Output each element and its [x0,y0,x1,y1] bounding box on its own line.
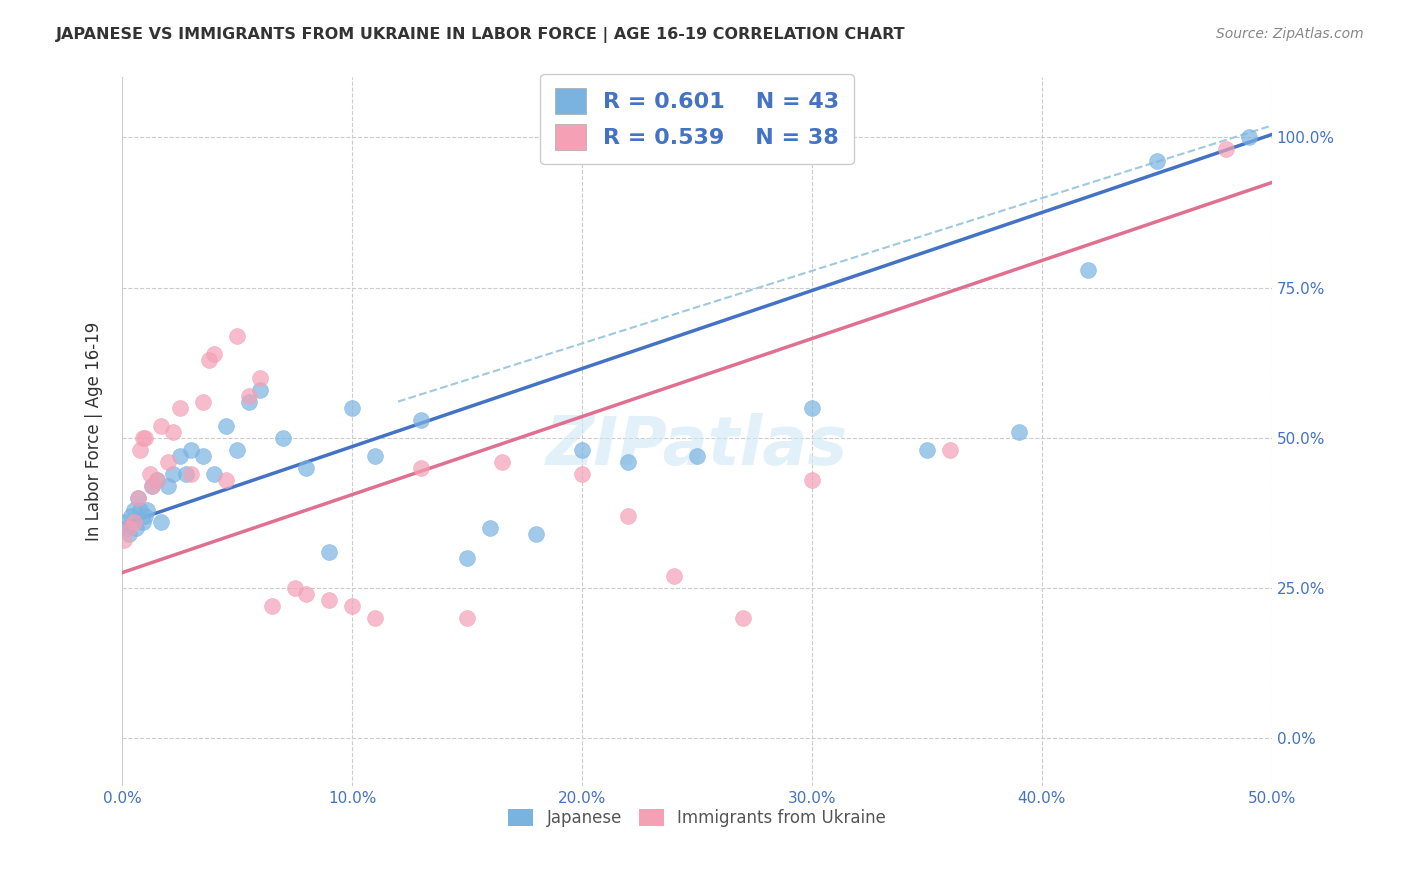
Point [132,431,155,445]
Point [479,521,502,535]
Point [162,425,184,439]
Point [169,401,191,415]
Point [214,473,236,487]
Point [150,418,173,433]
Point [238,388,260,402]
Point [198,352,221,367]
Point [145,473,167,487]
Point [731,610,754,624]
Point [340,599,363,613]
Y-axis label: In Labor Force | Age 16-19: In Labor Force | Age 16-19 [86,322,103,541]
Point [364,610,387,624]
Point [202,346,225,360]
Point [136,502,159,516]
Point [226,328,249,343]
Point [249,383,271,397]
Point [176,467,198,481]
Point [202,467,225,481]
Point [524,526,547,541]
Point [191,449,214,463]
Point [120,508,142,523]
Point [686,449,709,463]
Point [127,491,149,505]
Point [122,515,145,529]
Text: JAPANESE VS IMMIGRANTS FROM UKRAINE IN LABOR FORCE | AGE 16-19 CORRELATION CHART: JAPANESE VS IMMIGRANTS FROM UKRAINE IN L… [56,27,905,43]
Point [1215,143,1237,157]
Point [1146,154,1168,169]
Point [122,502,145,516]
Point [129,502,152,516]
Text: ZIPatlas: ZIPatlas [546,413,848,479]
Point [318,544,340,558]
Point [118,521,141,535]
Point [132,515,155,529]
Point [214,418,236,433]
Point [127,491,149,505]
Point [617,455,640,469]
Point [939,442,962,457]
Point [491,455,513,469]
Point [138,467,160,481]
Point [1008,425,1031,439]
Point [134,508,156,523]
Legend: Japanese, Immigrants from Ukraine: Japanese, Immigrants from Ukraine [502,803,893,834]
Point [125,521,148,535]
Point [260,599,283,613]
Point [800,473,823,487]
Point [141,478,163,492]
Point [157,478,180,492]
Point [134,431,156,445]
Point [1237,130,1260,145]
Point [295,587,318,601]
Point [409,412,432,426]
Point [456,550,478,565]
Point [157,455,180,469]
Point [662,568,685,582]
Point [112,533,135,547]
Point [118,526,141,541]
Point [364,449,387,463]
Point [283,581,305,595]
Point [238,394,260,409]
Point [141,478,163,492]
Point [150,515,173,529]
Point [115,521,138,535]
Point [169,449,191,463]
Point [271,431,294,445]
Point [112,515,135,529]
Point [800,401,823,415]
Point [571,467,593,481]
Point [162,467,184,481]
Point [340,401,363,415]
Point [1077,262,1099,277]
Point [295,460,318,475]
Point [249,370,271,384]
Point [915,442,938,457]
Point [409,460,432,475]
Point [145,473,167,487]
Point [191,394,214,409]
Point [571,442,593,457]
Point [456,610,478,624]
Point [617,508,640,523]
Point [226,442,249,457]
Point [180,442,202,457]
Point [318,592,340,607]
Point [129,442,152,457]
Text: Source: ZipAtlas.com: Source: ZipAtlas.com [1216,27,1364,41]
Point [180,467,202,481]
